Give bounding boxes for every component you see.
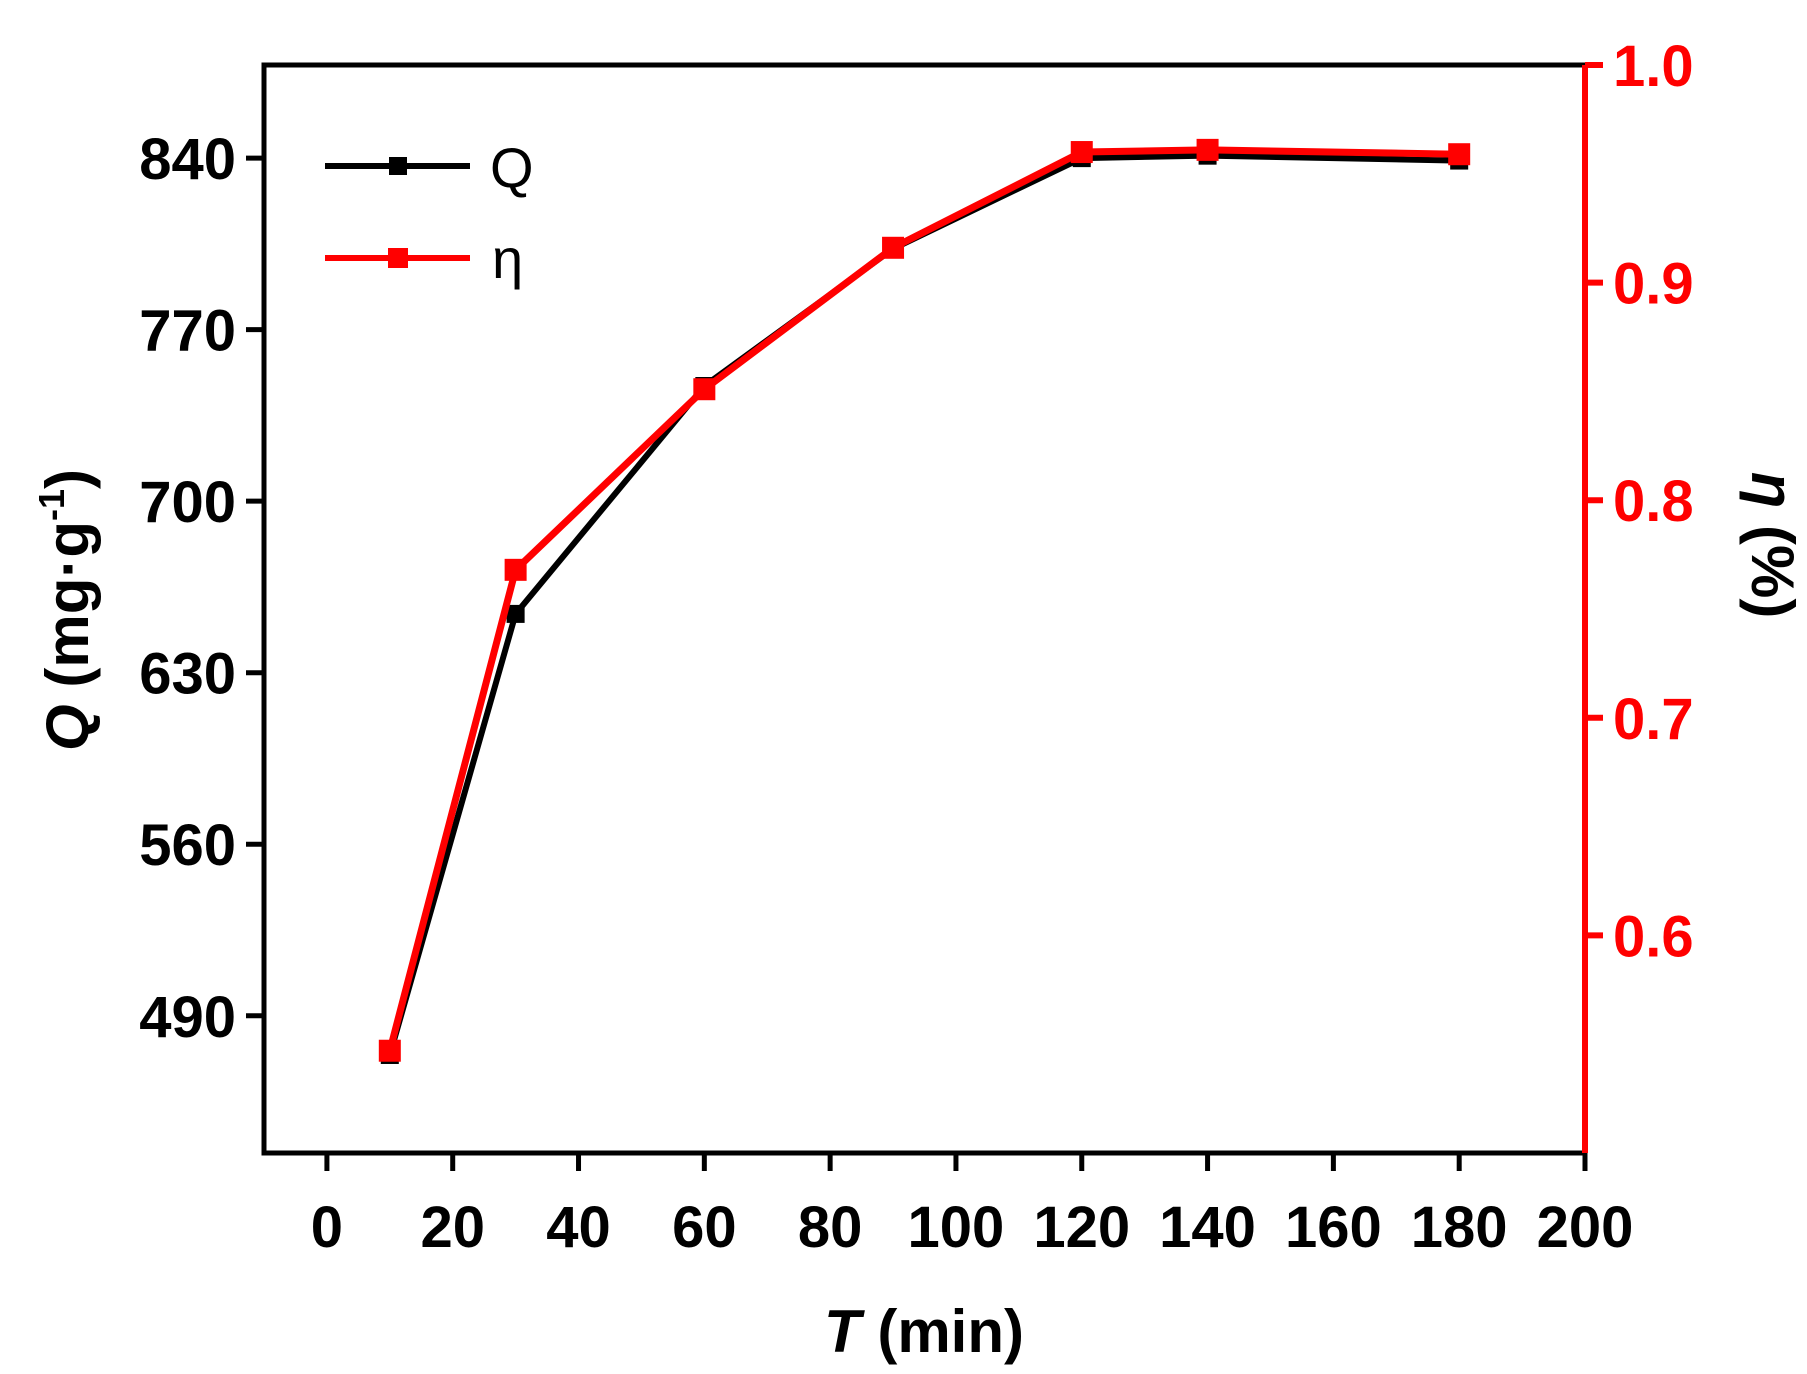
right-y-tick-label: 0.6 bbox=[1613, 904, 1694, 969]
left-y-tick-label: 840 bbox=[139, 127, 236, 192]
series-line bbox=[386, 146, 1460, 1052]
legend-marker-eta bbox=[388, 248, 408, 268]
legend: Q η bbox=[325, 136, 534, 290]
x-tick-label: 20 bbox=[420, 1195, 485, 1260]
right-y-axis-title: η (%) bbox=[1739, 472, 1806, 619]
left-y-tick-label: 560 bbox=[139, 813, 236, 878]
x-tick-label: 80 bbox=[798, 1195, 863, 1260]
left-y-tick-label: 490 bbox=[139, 985, 236, 1050]
series-line bbox=[386, 152, 1460, 1056]
data-point bbox=[1070, 141, 1093, 164]
left-y-axis-title: Q (mg·g-1) bbox=[31, 469, 101, 751]
right-y-tick-label: 1.0 bbox=[1613, 34, 1694, 99]
x-tick-label: 100 bbox=[908, 1195, 1005, 1260]
data-point bbox=[882, 236, 905, 259]
legend-item-q: Q bbox=[325, 136, 534, 199]
x-tick-label: 120 bbox=[1033, 1195, 1130, 1260]
legend-label-eta: η bbox=[492, 227, 523, 290]
right-y-axis: 0.6 0.7 0.8 0.9 1.0 bbox=[1585, 34, 1694, 969]
data-point bbox=[506, 604, 525, 623]
data-point bbox=[693, 378, 716, 401]
data-point bbox=[378, 1039, 401, 1062]
series-q bbox=[380, 146, 1469, 1064]
series-layer bbox=[378, 138, 1471, 1064]
legend-label-q: Q bbox=[490, 136, 534, 199]
x-axis-title: T (min) bbox=[824, 1298, 1024, 1365]
data-point bbox=[1196, 138, 1219, 161]
x-axis: 0 20 40 60 80 100 120 140 160 180 200 bbox=[311, 1153, 1634, 1260]
x-tick-label: 140 bbox=[1159, 1195, 1256, 1260]
right-y-tick-label: 0.9 bbox=[1613, 252, 1694, 317]
x-tick-label: 160 bbox=[1285, 1195, 1382, 1260]
legend-marker-q bbox=[389, 157, 407, 175]
series-eta bbox=[378, 138, 1471, 1062]
x-tick-label: 40 bbox=[546, 1195, 611, 1260]
right-y-tick-label: 0.7 bbox=[1613, 687, 1694, 752]
x-tick-label: 60 bbox=[672, 1195, 737, 1260]
x-tick-label: 180 bbox=[1411, 1195, 1508, 1260]
data-point bbox=[1448, 143, 1471, 166]
left-y-tick-label: 630 bbox=[139, 642, 236, 707]
legend-item-eta: η bbox=[325, 227, 523, 290]
left-y-tick-label: 700 bbox=[139, 470, 236, 535]
right-y-tick-label: 0.8 bbox=[1613, 469, 1694, 534]
left-y-axis: 490 560 630 700 770 840 bbox=[139, 127, 264, 1050]
x-tick-label: 0 bbox=[311, 1195, 343, 1260]
left-y-tick-label: 770 bbox=[139, 299, 236, 364]
x-tick-label: 200 bbox=[1537, 1195, 1634, 1260]
data-point bbox=[504, 558, 527, 581]
